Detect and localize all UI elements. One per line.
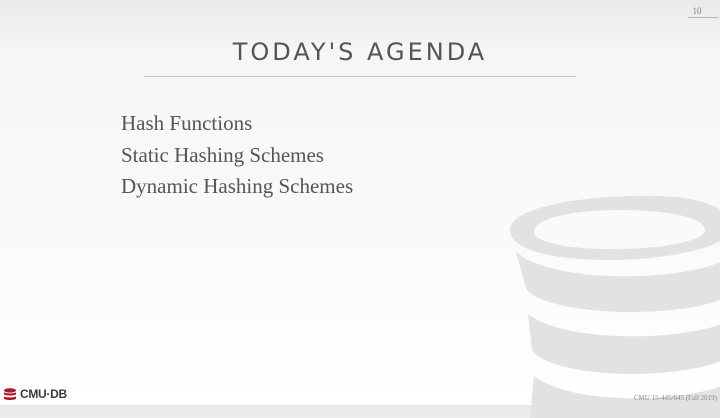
agenda-item-hash-functions: Hash Functions (121, 111, 253, 135)
agenda-item-static-hashing: Static Hashing Schemes (121, 142, 324, 167)
database-icon (4, 387, 16, 400)
agenda-list: Hash Functions Static Hashing Schemes Dy… (121, 108, 353, 203)
course-footer: CMU 15-445/645 (Fall 2019) (633, 394, 717, 402)
slide: 10 TODAY'S AGENDA Hash Functions Static … (3, 6, 720, 418)
page-number-divider (688, 17, 718, 18)
title-divider (144, 76, 576, 77)
logo-text: CMU·DB (20, 387, 67, 401)
cmu-db-logo: CMU·DB (3, 385, 67, 403)
page-number: 10 (692, 6, 702, 16)
slide-title: TODAY'S AGENDA (232, 38, 488, 66)
database-cylinder-icon (510, 195, 720, 418)
agenda-item-dynamic-hashing: Dynamic Hashing Schemes (121, 174, 354, 198)
